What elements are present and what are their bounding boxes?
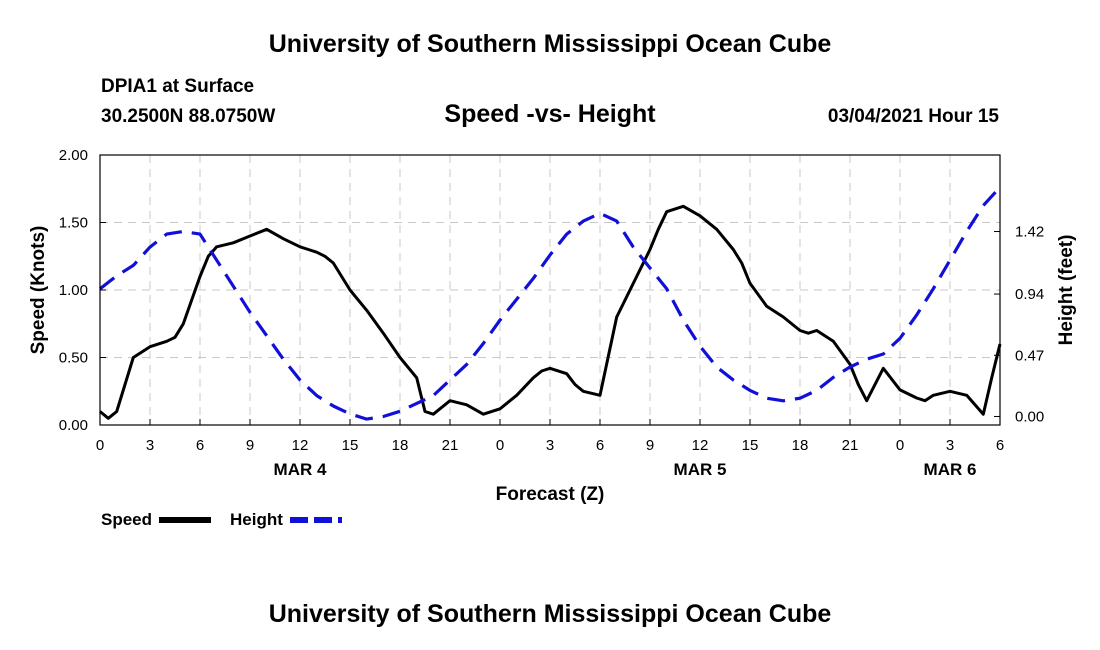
forecast-datetime: 03/04/2021 Hour 15 [827,106,999,127]
y2-axis-label: Height (feet) [1056,235,1077,346]
x-tick-label: 9 [246,437,254,454]
y-tick-label: 1.00 [59,282,88,299]
x-tick-label: 0 [896,437,904,454]
date-label: MAR 4 [274,460,327,479]
station-name: DPIA1 at Surface [101,76,255,97]
y-axis-label: Speed (Knots) [28,226,49,355]
x-tick-label: 0 [496,437,504,454]
page-title: University of Southern Mississippi Ocean… [268,30,832,58]
x-tick-label: 6 [196,437,204,454]
x-tick-label: 3 [946,437,954,454]
chart-title: Speed -vs- Height [444,100,656,128]
series-lines [99,186,1002,421]
date-label: MAR 6 [924,460,977,479]
y2-tick-label: 0.00 [1015,408,1044,425]
x-tick-label: 21 [442,437,459,454]
legend-label: Speed [101,510,152,529]
x-tick-label: 18 [392,437,409,454]
y2-tick-label: 0.94 [1015,286,1044,303]
y-tick-label: 0.50 [59,350,88,367]
legend: Speed Height [101,510,342,529]
x-tick-label: 9 [646,437,654,454]
y-tick-label: 0.00 [59,417,88,434]
axis-labels: Forecast (Z) Speed (Knots) Height (feet) [28,226,1077,505]
x-tick-label: 6 [996,437,1004,454]
x-tick-label: 3 [146,437,154,454]
x-tick-label: 0 [96,437,104,454]
x-axis-label: Forecast (Z) [496,484,605,505]
height-series-line [99,186,1002,421]
grid-lines [100,155,1000,425]
x-tick-label: 6 [596,437,604,454]
y2-tick-label: 0.47 [1015,347,1044,364]
x-tick-label: 12 [292,437,309,454]
station-coords: 30.2500N 88.0750W [101,106,276,127]
y2-tick-label: 1.42 [1015,224,1044,241]
date-label: MAR 5 [674,460,727,479]
axis-ticks: 0 3 6 9 12 15 18 21 0 3 6 9 12 15 18 21 0 3 6 0.00 0.50 1.00 1… [59,147,1044,479]
speed-series-line [99,204,1002,420]
y-tick-label: 1.50 [59,215,88,232]
x-tick-label: 21 [842,437,859,454]
x-tick-label: 15 [342,437,359,454]
y-tick-label: 2.00 [59,147,88,164]
legend-label: Height [230,510,283,529]
footer-title: University of Southern Mississippi Ocean… [268,600,832,628]
x-tick-label: 12 [692,437,709,454]
x-tick-label: 15 [742,437,759,454]
x-tick-label: 3 [546,437,554,454]
x-tick-label: 18 [792,437,809,454]
